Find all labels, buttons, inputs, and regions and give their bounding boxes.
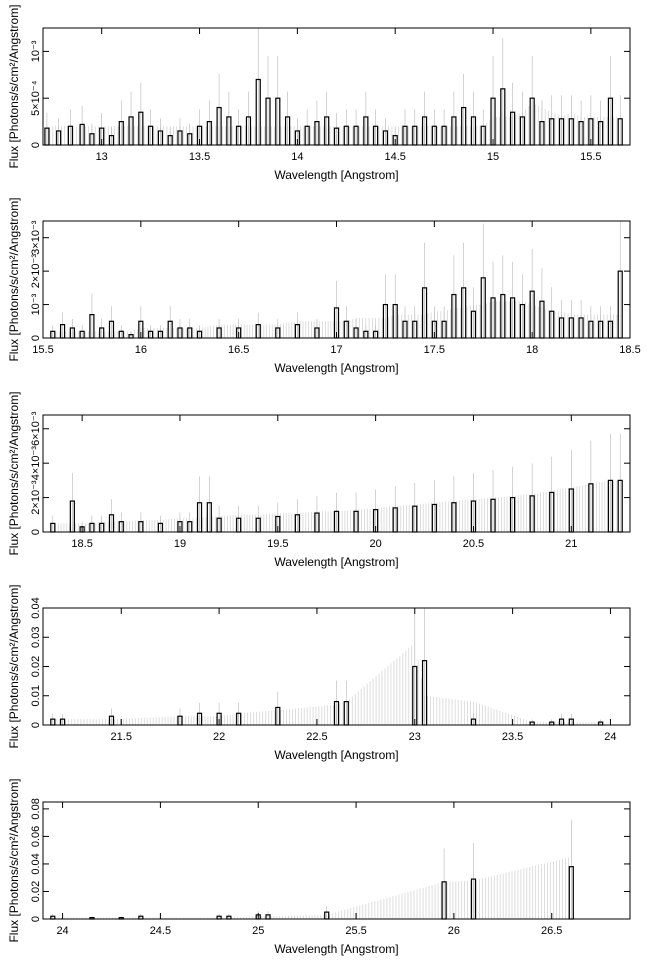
x-tick-label: 19.5 [267, 538, 288, 550]
y-tick-label: 2×10⁻³ [30, 254, 42, 289]
panel-1: 13 13.5 14 14.5 15 15.5 0 5×10⁻⁴ 10⁻³ Wavelength … [7, 4, 631, 182]
y-tick-label: 0.02 [30, 881, 42, 902]
x-tick-label: 25 [252, 925, 264, 937]
x-tick-label: 21 [565, 538, 577, 550]
x-tick-label: 20 [370, 538, 382, 550]
x-axis-title: Wavelength [Angstrom] [274, 748, 398, 762]
x-axis-title: Wavelength [Angstrom] [274, 942, 398, 956]
y-axis-title: Flux [Photons/s/cm²/Angstrom] [7, 584, 21, 748]
data-series [50, 608, 604, 726]
y-tick-label: 0.01 [30, 685, 42, 706]
x-tick-label: 21.5 [111, 731, 132, 743]
plot-frame [42, 27, 631, 146]
x-tick-label: 18.5 [71, 538, 92, 550]
model-band [52, 857, 569, 919]
x-tick-label: 18.5 [619, 344, 640, 356]
x-tick-label: 22 [213, 731, 225, 743]
x-tick-label: 13.5 [189, 151, 210, 163]
y-tick-label: 0.04 [30, 597, 42, 618]
y-axis-title: Flux [Photons/s/cm²/Angstrom] [7, 197, 21, 361]
x-tick-label: 16 [135, 344, 147, 356]
panel-4: 21.5 22 22.5 23 23.5 24 0 0.01 0.02 0.03 0.04 Wavel… [7, 584, 631, 762]
data-series [50, 221, 623, 339]
x-tick-label: 26 [448, 925, 460, 937]
x-tick-label: 14 [291, 151, 303, 163]
data-series [50, 819, 574, 920]
x-tick-label: 15.5 [580, 151, 601, 163]
model-band [52, 643, 599, 725]
x-tick-label: 23.5 [502, 731, 523, 743]
y-tick-label: 2×10⁻³ [30, 480, 42, 515]
y-tick-label: 0.08 [30, 798, 42, 819]
y-tick-label: 0 [30, 529, 42, 535]
y-axis-title: Flux [Photons/s/cm²/Angstrom] [7, 778, 21, 942]
x-tick-label: 24 [604, 731, 616, 743]
data-series [50, 433, 623, 533]
y-tick-label: 0 [30, 335, 42, 341]
x-tick-label: 17.5 [424, 344, 445, 356]
x-tick-label: 24.5 [150, 925, 171, 937]
y-tick-label: 0.04 [30, 853, 42, 874]
x-tick-label: 23 [409, 731, 421, 743]
panel-5: 24 24.5 25 25.5 26 26.5 0 0.02 0.04 0.06 0.08 Wavel… [7, 778, 631, 956]
x-tick-label: 17 [330, 344, 342, 356]
x-tick-label: 25.5 [345, 925, 366, 937]
y-tick-label: 6×10⁻³ [30, 411, 42, 446]
y-tick-label: 0 [30, 722, 42, 728]
y-tick-label: 3×10⁻³ [30, 220, 42, 255]
panel-2: 15.5 16 16.5 17 17.5 18 18.5 0 10⁻³ 2×10⁻³3×10⁻³ W… [7, 197, 641, 375]
x-tick-label: 26.5 [541, 925, 562, 937]
y-tick-label: 5×10⁻⁴ [30, 80, 42, 116]
y-axis-title: Flux [Photons/s/cm²/Angstrom] [7, 391, 21, 555]
y-tick-label: 4×10⁻³ [30, 446, 42, 481]
data-series [44, 28, 623, 146]
panel-3: 18.5 19 19.5 20 20.5 21 0 2×10⁻³4×10⁻³6×10⁻³ Wav… [7, 391, 631, 569]
y-tick-label: 0 [30, 142, 42, 148]
x-tick-label: 19 [174, 538, 186, 550]
plot-frame [42, 414, 631, 533]
x-tick-label: 15.5 [32, 344, 53, 356]
y-tick-label: 0.06 [30, 826, 42, 847]
x-tick-label: 16.5 [228, 344, 249, 356]
y-tick-label: 0 [30, 916, 42, 922]
x-axis-title: Wavelength [Angstrom] [274, 361, 398, 375]
x-axis-title: Wavelength [Angstrom] [274, 168, 398, 182]
x-tick-label: 18 [526, 344, 538, 356]
y-tick-label: 0.02 [30, 656, 42, 677]
x-tick-label: 24 [56, 925, 68, 937]
y-tick-label: 10⁻³ [30, 293, 42, 315]
x-tick-label: 15 [487, 151, 499, 163]
x-tick-label: 13 [96, 151, 108, 163]
y-tick-label: 10⁻³ [30, 40, 42, 62]
y-tick-label: 0.03 [30, 627, 42, 648]
x-tick-label: 22.5 [306, 731, 327, 743]
y-axis-title: Flux [Photons/s/cm²/Angstrom] [7, 4, 21, 168]
x-tick-label: 20.5 [463, 538, 484, 550]
model-band [46, 102, 618, 145]
plot-frame [42, 801, 631, 920]
x-tick-label: 14.5 [384, 151, 405, 163]
x-axis-title: Wavelength [Angstrom] [274, 555, 398, 569]
